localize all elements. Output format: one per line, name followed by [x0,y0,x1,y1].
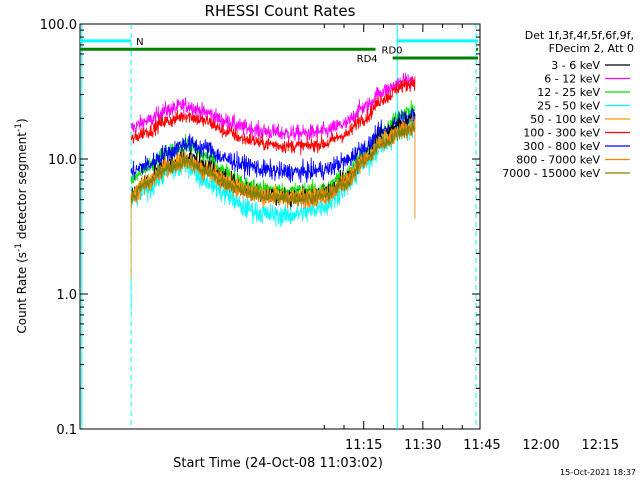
legend-entry-label: 25 - 50 keV [537,100,600,113]
series-line-50-100-kev [130,117,416,279]
y-tick-label: 10.0 [48,153,77,168]
legend-entry-label: 300 - 800 keV [523,140,600,153]
attenuator-bars: N RD0 RD4 [80,37,479,65]
attenuator-bar-label: N [136,37,143,48]
x-tick-label: 12:00 [522,438,559,453]
attenuator-bar-label: RD0 [382,45,403,56]
y-tick-label: 0.1 [56,423,77,438]
series-line-7000-15000-kev [131,122,416,207]
legend-entry-label: 100 - 300 keV [523,127,600,140]
attenuator-bar-label: RD4 [357,54,378,65]
y-axis-label-main: Count Rate (s [15,252,29,334]
legend-entry-label: 7000 - 15000 keV [502,167,600,180]
y-tick-label: 100.0 [40,18,77,33]
footer-date: 15-Oct-2021 18:37 [560,468,636,477]
series-line-100-300-kev [130,76,416,156]
y-axis-label-mid: detector segment [15,132,29,243]
y-axis: 100.0 10.0 1.0 0.1 [40,18,480,438]
x-tick-label: 11:45 [463,438,500,453]
y-tick-label: 1.0 [56,288,77,303]
legend: Det 1f,3f,4f,5f,6f,9f, FDecim 2, Att 0 3… [502,29,634,180]
legend-header-line-2: FDecim 2, Att 0 [549,42,634,55]
legend-entry-label: 3 - 6 keV [551,59,600,72]
legend-entry-label: 6 - 12 keV [544,73,600,86]
legend-entry-label: 800 - 7000 keV [516,154,600,167]
x-tick-label: 11:15 [345,438,382,453]
x-tick-label: 11:30 [404,438,441,453]
vertical-markers [81,24,477,429]
series-line-300-800-kev [130,108,416,183]
y-axis-label-sup2: -1 [14,123,24,132]
legend-header-line-1: Det 1f,3f,4f,5f,6f,9f, [525,29,634,42]
y-axis-label: Count Rate (s-1 detector segment-1) [14,118,29,333]
plot-frame [79,23,481,430]
legend-entry-label: 50 - 100 keV [530,113,600,126]
y-axis-label-end: ) [15,118,29,123]
x-tick-label: 12:15 [582,438,619,453]
chart-title: RHESSI Count Rates [205,2,356,20]
y-axis-label-sup1: -1 [14,243,24,252]
series-line-6-12-kev [130,72,416,142]
legend-entry-label: 12 - 25 keV [537,86,600,99]
x-axis-label: Start Time (24-Oct-08 11:03:02) [173,456,383,471]
series-layer [130,72,416,311]
